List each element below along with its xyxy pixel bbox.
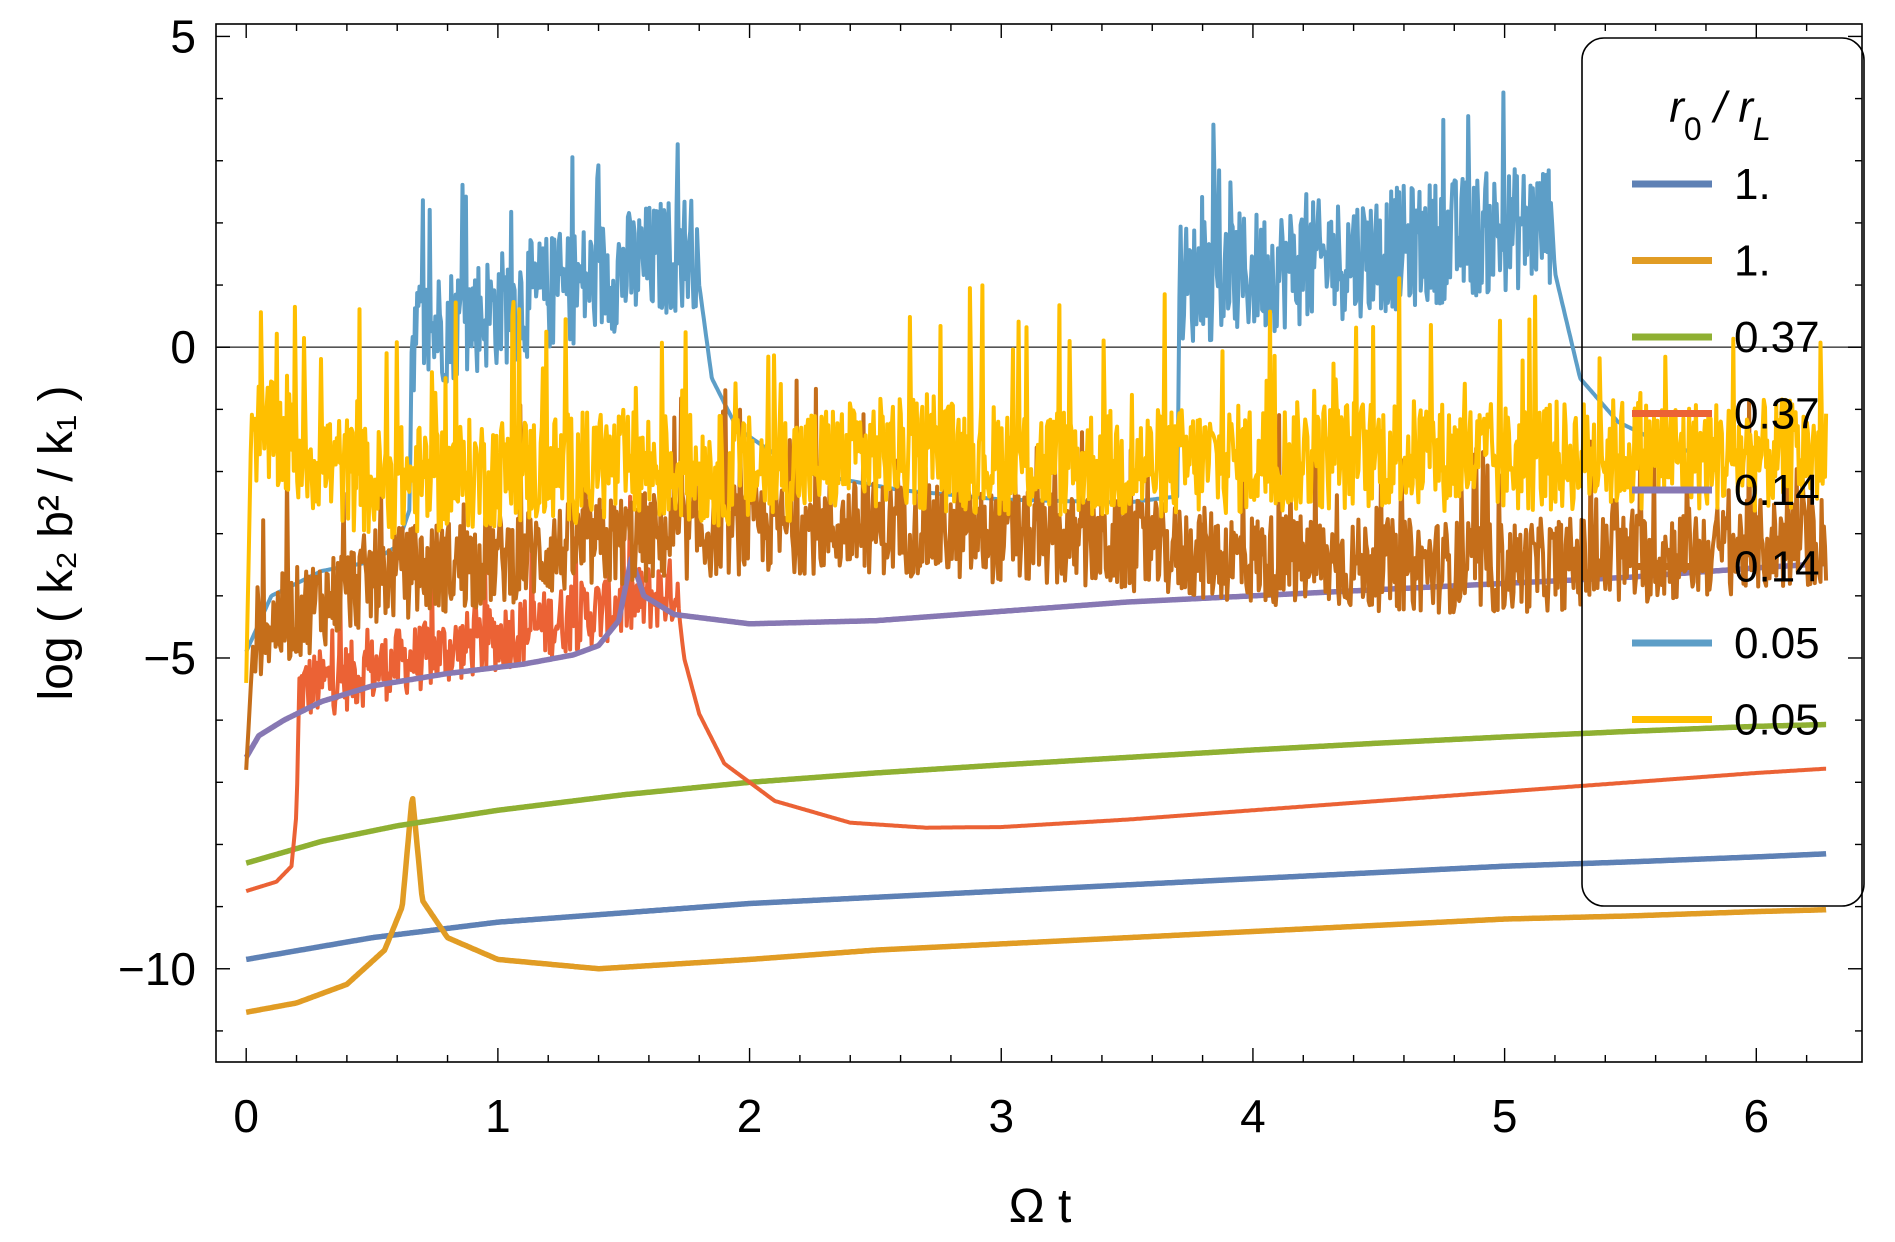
x-tick-label: 1 [485,1090,511,1142]
series-layer [243,90,1829,1016]
x-tick-label: 4 [1240,1090,1266,1142]
legend-label: 0.37 [1734,313,1820,362]
series-line [244,851,1828,963]
x-axis-label: Ω t [1009,1180,1072,1233]
legend-title: r0 / rL [1669,83,1771,147]
legend-label: 1. [1734,237,1771,286]
y-tick-label: −10 [118,943,196,995]
series-line [245,494,1827,893]
x-tick-label: 6 [1743,1090,1769,1142]
y-tick-label: 0 [170,321,196,373]
legend-label: 0.05 [1734,619,1820,668]
plot-frame [215,23,1863,1063]
y-axis-label: log ( k₂ b² / k₁ ) [30,386,83,701]
legend-label: 1. [1734,160,1771,209]
series-line [244,721,1828,866]
x-tick-label: 5 [1492,1090,1518,1142]
series-line [244,276,1829,683]
x-tick-label: 0 [233,1090,259,1142]
legend-label: 0.37 [1734,390,1820,439]
series-line [244,795,1828,1016]
y-tick-label: 5 [170,10,196,62]
x-tick-labels: 0 1 2 3 4 5 6 [233,1090,1769,1142]
legend-box [1581,37,1865,907]
legend: r0 / rL 1. 1. 0.37 0.37 0.14 0.14 0.05 0… [1581,37,1865,907]
x-tick-label: 3 [988,1090,1014,1142]
y-tick-labels: 5 0 −5 −10 [118,10,196,994]
legend-label: 0.05 [1734,696,1820,745]
x-tick-label: 2 [737,1090,763,1142]
legend-label: 0.14 [1734,543,1820,592]
legend-label: 0.14 [1734,466,1820,515]
axis-ticks [216,24,1862,1062]
y-tick-label: −5 [144,632,196,684]
